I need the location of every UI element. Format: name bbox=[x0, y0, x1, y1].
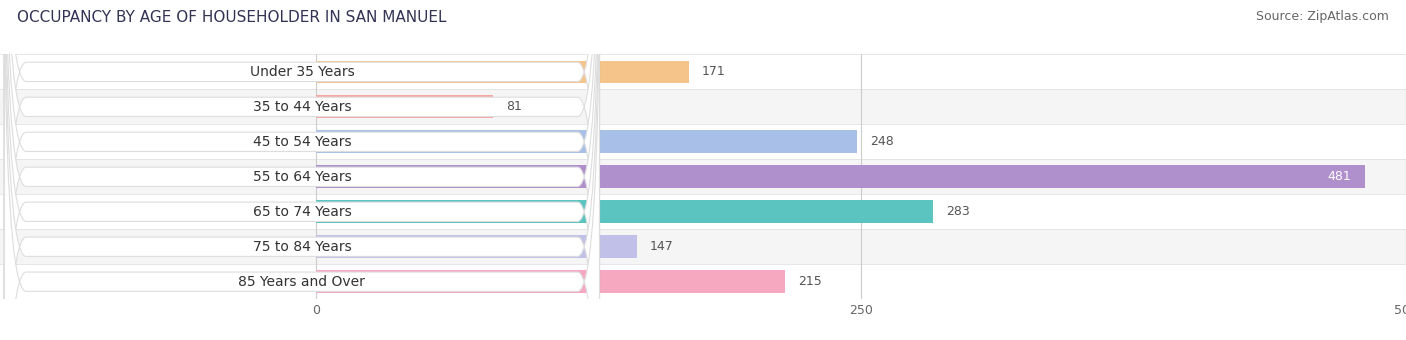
Bar bbox=[316, 131, 856, 153]
Text: 248: 248 bbox=[870, 135, 893, 148]
Bar bbox=[0, 124, 1406, 159]
Bar bbox=[0, 159, 1406, 194]
Bar bbox=[0, 229, 1406, 264]
Text: 81: 81 bbox=[506, 100, 522, 113]
FancyBboxPatch shape bbox=[4, 0, 599, 340]
Bar bbox=[316, 200, 934, 223]
FancyBboxPatch shape bbox=[4, 0, 599, 340]
Text: 147: 147 bbox=[650, 240, 673, 253]
Text: 75 to 84 Years: 75 to 84 Years bbox=[253, 240, 352, 254]
Bar bbox=[0, 54, 1406, 89]
Bar bbox=[316, 96, 492, 118]
FancyBboxPatch shape bbox=[4, 0, 599, 340]
FancyBboxPatch shape bbox=[4, 0, 599, 340]
Text: 55 to 64 Years: 55 to 64 Years bbox=[253, 170, 352, 184]
FancyBboxPatch shape bbox=[4, 0, 599, 340]
Text: 35 to 44 Years: 35 to 44 Years bbox=[253, 100, 352, 114]
Bar bbox=[0, 264, 1406, 299]
Text: 45 to 54 Years: 45 to 54 Years bbox=[253, 135, 352, 149]
Text: 171: 171 bbox=[702, 65, 725, 79]
Text: 65 to 74 Years: 65 to 74 Years bbox=[253, 205, 352, 219]
Bar bbox=[316, 270, 785, 293]
Text: 481: 481 bbox=[1327, 170, 1351, 183]
Text: Under 35 Years: Under 35 Years bbox=[249, 65, 354, 79]
Text: 85 Years and Over: 85 Years and Over bbox=[239, 275, 366, 289]
Bar bbox=[316, 61, 689, 83]
Bar bbox=[316, 235, 637, 258]
Bar bbox=[316, 166, 1365, 188]
Text: OCCUPANCY BY AGE OF HOUSEHOLDER IN SAN MANUEL: OCCUPANCY BY AGE OF HOUSEHOLDER IN SAN M… bbox=[17, 10, 446, 25]
Text: 215: 215 bbox=[797, 275, 821, 288]
FancyBboxPatch shape bbox=[4, 0, 599, 340]
Text: Source: ZipAtlas.com: Source: ZipAtlas.com bbox=[1256, 10, 1389, 23]
FancyBboxPatch shape bbox=[4, 0, 599, 340]
Text: 283: 283 bbox=[946, 205, 970, 218]
Bar bbox=[0, 89, 1406, 124]
Bar bbox=[0, 194, 1406, 229]
